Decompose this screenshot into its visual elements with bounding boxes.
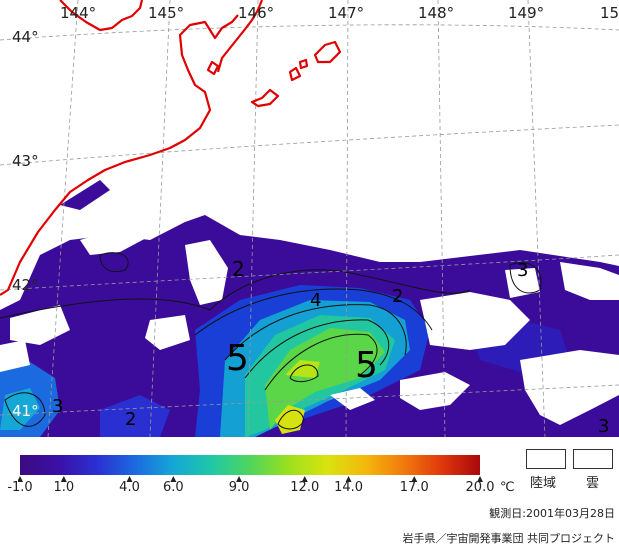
color-scale-tick xyxy=(301,476,308,482)
islet-1 xyxy=(298,58,309,70)
islet-3 xyxy=(206,60,220,76)
temperature-color-scale xyxy=(18,455,483,482)
color-scale-tick xyxy=(345,476,352,482)
color-scale-tick-label: 14.0 xyxy=(334,480,364,495)
contour-label: 2 xyxy=(232,257,245,281)
contour-label: 5 xyxy=(226,338,249,379)
lon-label-147: 147° xyxy=(328,4,365,22)
color-scale-tick-label: 6.0 xyxy=(162,480,184,495)
iturup-coast xyxy=(216,0,264,73)
color-scale-tick-label: 17.0 xyxy=(399,480,429,495)
color-scale-tick-label: 9.0 xyxy=(228,480,250,495)
land-legend-swatch xyxy=(526,449,566,469)
observation-date: 観測日:2001年03月28日 xyxy=(489,507,615,520)
sst-field xyxy=(0,180,619,437)
graticule xyxy=(0,0,619,437)
contour-label: 3 xyxy=(52,396,63,417)
color-scale-tick xyxy=(236,476,243,482)
sst-map-canvas: 2 2 2 3 3 3 4 5 5 xyxy=(0,0,619,437)
contour-label: 3 xyxy=(517,260,528,281)
contour-label: 3 xyxy=(598,416,609,437)
lon-line-147 xyxy=(345,0,349,437)
color-scale-tick xyxy=(18,476,23,482)
contour-label: 5 xyxy=(355,345,378,386)
lon-label-148: 148° xyxy=(418,4,455,22)
color-scale-tick xyxy=(477,476,483,482)
lon-line-145 xyxy=(149,0,171,437)
lon-label-150: 15 xyxy=(600,4,619,22)
color-scale-tick xyxy=(411,476,418,482)
contour-labels: 2 2 2 3 3 3 4 5 5 xyxy=(52,257,609,437)
lon-label-144: 144° xyxy=(60,4,97,22)
credit-line: 岩手県／宇宙開発事業団 共同プロジェクト xyxy=(402,532,616,545)
lon-label-149: 149° xyxy=(508,4,545,22)
color-scale-tick xyxy=(126,476,133,482)
color-scale-tick-label: 12.0 xyxy=(290,480,320,495)
isotherm-contours xyxy=(0,252,542,430)
sst-band-green xyxy=(265,328,385,430)
lat-line-42 xyxy=(0,254,619,291)
land-legend-label: 陸域 xyxy=(530,476,557,491)
cloud-legend-label: 雲 xyxy=(586,476,600,491)
color-scale-gradient xyxy=(20,455,480,475)
lat-label-44: 44° xyxy=(12,28,39,46)
sst-cold-north xyxy=(60,180,110,210)
lon-label-145: 145° xyxy=(148,4,185,22)
color-scale-tick-label: 4.0 xyxy=(119,480,140,495)
lon-label-146: 146° xyxy=(238,4,275,22)
contour-label: 2 xyxy=(125,409,136,430)
color-scale-tick-label: 1.0 xyxy=(53,480,75,495)
sst-band-blue-s xyxy=(100,395,170,437)
sst-band-warm-core xyxy=(285,360,320,378)
lat-line-43 xyxy=(0,124,619,166)
color-scale-tick-label: -1.0 xyxy=(7,480,33,495)
lon-line-146 xyxy=(247,0,259,437)
lat-label-41: 41° xyxy=(12,402,39,420)
lat-line-44 xyxy=(0,24,619,41)
lon-line-149 xyxy=(527,0,546,437)
lat-line-41 xyxy=(0,384,619,416)
temperature-unit: ℃ xyxy=(500,480,515,495)
islet-2 xyxy=(313,40,342,64)
habomai-coast xyxy=(288,66,302,82)
hokkaido-coast xyxy=(0,14,239,296)
color-scale-tick-label: 20.0 xyxy=(465,480,495,495)
color-scale-tick-marks xyxy=(18,476,483,482)
lat-label-42: 42° xyxy=(12,276,39,294)
shikotan-coast xyxy=(250,88,280,108)
contour-label: 4 xyxy=(310,290,321,311)
color-scale-tick xyxy=(60,476,67,482)
cloud-mask xyxy=(0,228,619,425)
sst-map: 2 2 2 3 3 3 4 5 5 144° 145° 146° 147° 14… xyxy=(0,0,619,437)
coastline xyxy=(0,0,342,296)
kunashir-coast xyxy=(59,0,144,32)
lon-line-144 xyxy=(47,0,79,437)
cloud-legend-swatch xyxy=(573,449,613,469)
sst-band-teal-sw xyxy=(0,388,40,430)
color-scale-tick xyxy=(170,476,177,482)
lon-line-148 xyxy=(437,0,446,437)
lat-label-43: 43° xyxy=(12,152,39,170)
contour-label: 2 xyxy=(392,286,403,307)
